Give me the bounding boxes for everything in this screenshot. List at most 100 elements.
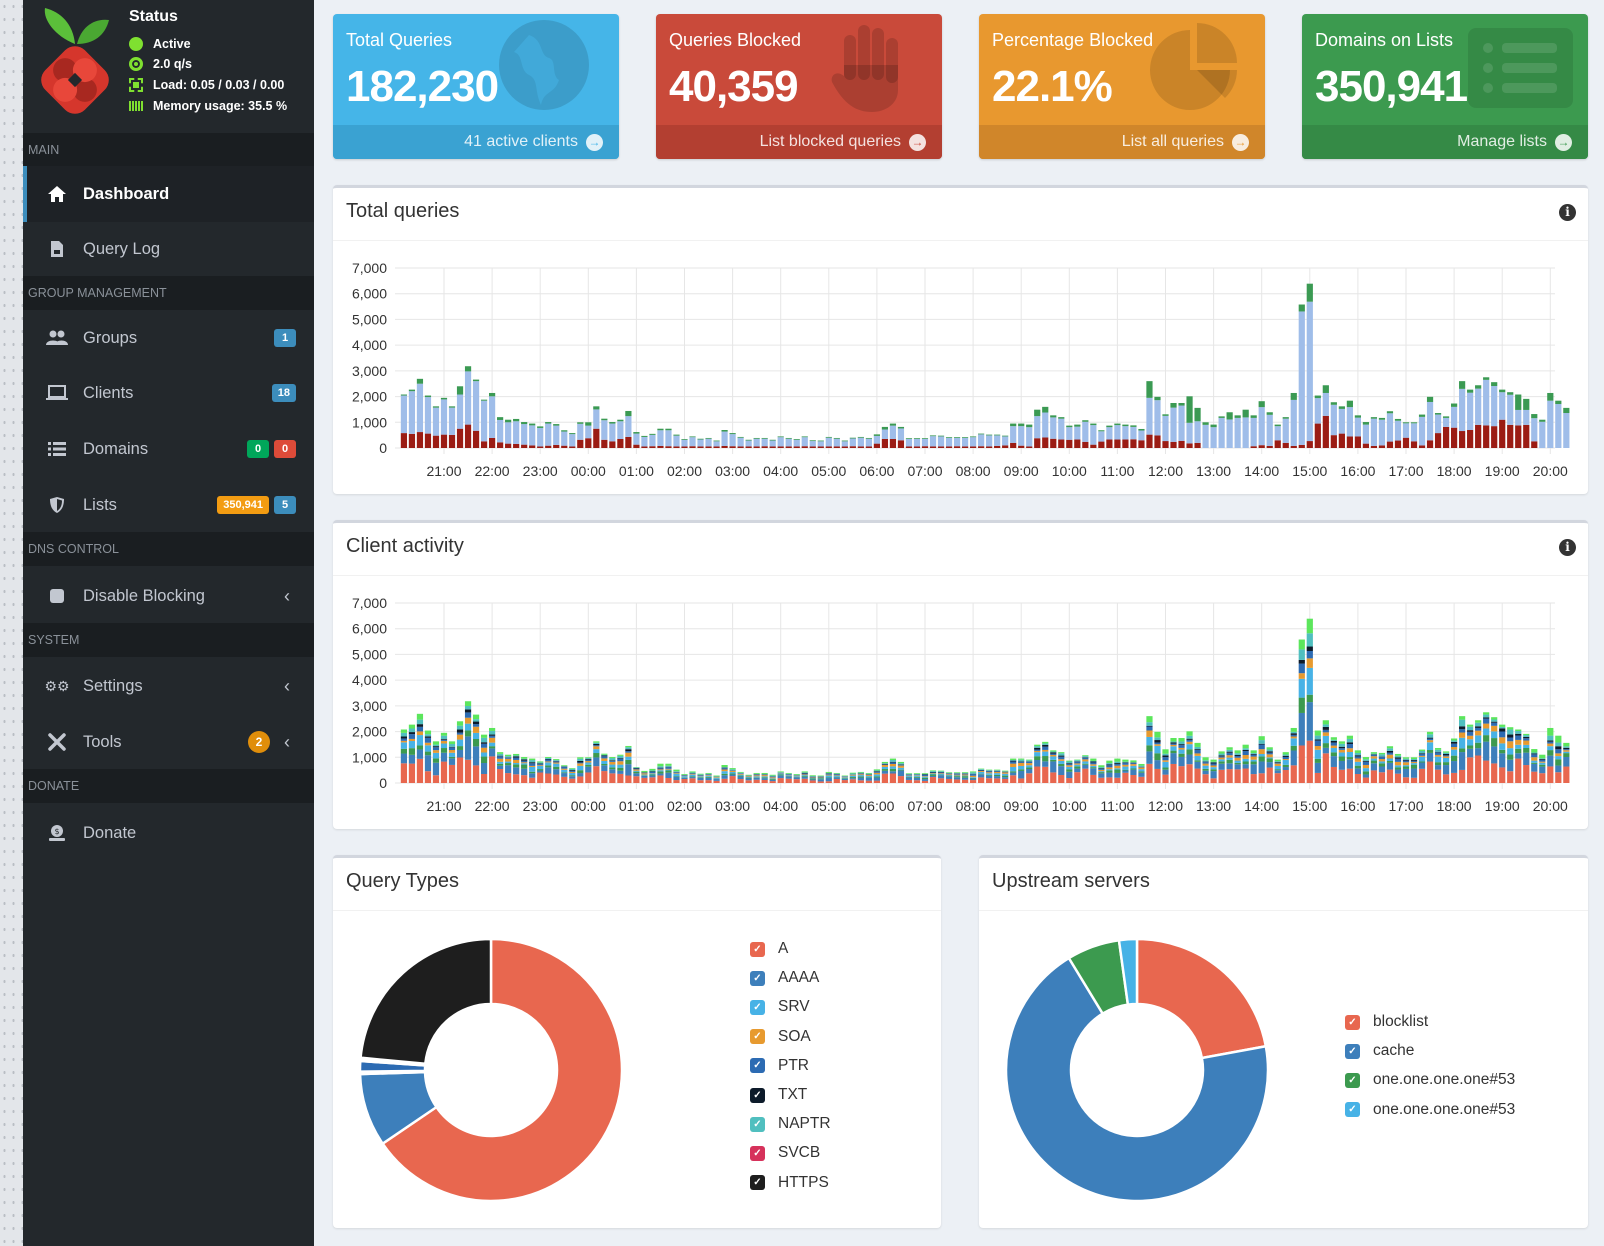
bar-segment-client-2[interactable] bbox=[432, 762, 440, 776]
bar-segment-client-3[interactable] bbox=[905, 776, 913, 778]
bar-segment-client-2[interactable] bbox=[1114, 772, 1121, 778]
bar-segment-client-8[interactable] bbox=[625, 747, 632, 750]
bar-segment-cached[interactable] bbox=[617, 419, 624, 422]
bar-segment-client-3[interactable] bbox=[1394, 767, 1402, 770]
bar-segment-client-1[interactable] bbox=[1418, 768, 1426, 783]
bar-segment-blocked[interactable] bbox=[713, 446, 720, 448]
bar-segment-forwarded[interactable] bbox=[737, 437, 744, 447]
bar-segment-client-3[interactable] bbox=[721, 773, 728, 776]
bar-segment-client-9[interactable] bbox=[1306, 618, 1313, 634]
bar-segment-client-2[interactable] bbox=[793, 777, 800, 780]
bar-segment-client-3[interactable] bbox=[1114, 769, 1121, 773]
bar-segment-client-7[interactable] bbox=[1154, 740, 1161, 743]
bar-segment-cached[interactable] bbox=[1082, 420, 1089, 422]
bar-segment-client-1[interactable] bbox=[1226, 769, 1233, 783]
bar-segment-client-5[interactable] bbox=[1547, 743, 1554, 747]
bar-segment-client-2[interactable] bbox=[1210, 771, 1217, 779]
bar-segment-client-2[interactable] bbox=[881, 770, 889, 774]
bar-segment-client-8[interactable] bbox=[1394, 755, 1402, 758]
bar-segment-client-2[interactable] bbox=[1138, 772, 1145, 777]
bar-segment-client-5[interactable] bbox=[1154, 744, 1161, 746]
bar-segment-client-2[interactable] bbox=[1258, 761, 1265, 774]
bar-segment-client-1[interactable] bbox=[745, 780, 752, 783]
bar-segment-client-7[interactable] bbox=[424, 736, 432, 738]
bar-segment-blocked[interactable] bbox=[1467, 430, 1474, 448]
bar-segment-client-3[interactable] bbox=[889, 768, 897, 772]
bar-segment-client-4[interactable] bbox=[986, 773, 993, 775]
bar-segment-client-3[interactable] bbox=[1451, 755, 1458, 762]
bar-segment-client-4[interactable] bbox=[416, 735, 424, 746]
bar-segment-client-2[interactable] bbox=[1066, 771, 1073, 779]
bar-segment-client-6[interactable] bbox=[1434, 752, 1442, 755]
bar-segment-blocked[interactable] bbox=[1434, 433, 1442, 448]
bar-segment-client-1[interactable] bbox=[625, 775, 632, 783]
bar-segment-client-4[interactable] bbox=[1451, 749, 1458, 756]
bar-segment-client-3[interactable] bbox=[1226, 759, 1233, 764]
bar-segment-client-1[interactable] bbox=[986, 778, 993, 783]
bar-segment-blocked[interactable] bbox=[593, 428, 600, 448]
bar-segment-client-8[interactable] bbox=[456, 725, 464, 730]
bar-segment-client-1[interactable] bbox=[1122, 772, 1129, 783]
bar-segment-blocked[interactable] bbox=[1354, 436, 1361, 448]
bar-segment-client-8[interactable] bbox=[1042, 743, 1049, 745]
bar-segment-client-3[interactable] bbox=[1378, 763, 1386, 767]
bar-segment-client-1[interactable] bbox=[970, 780, 977, 783]
bar-segment-forwarded[interactable] bbox=[569, 434, 576, 447]
bar-segment-blocked[interactable] bbox=[994, 445, 1001, 448]
bar-segment-client-4[interactable] bbox=[833, 775, 840, 777]
bar-segment-client-9[interactable] bbox=[681, 774, 688, 775]
bar-segment-client-8[interactable] bbox=[1234, 753, 1241, 755]
bar-segment-client-2[interactable] bbox=[929, 775, 937, 778]
bar-segment-forwarded[interactable] bbox=[553, 425, 560, 445]
bar-segment-client-6[interactable] bbox=[986, 771, 993, 773]
bar-segment-cached[interactable] bbox=[1338, 406, 1345, 409]
bar-segment-client-1[interactable] bbox=[1266, 767, 1273, 783]
bar-segment-client-2[interactable] bbox=[1370, 763, 1378, 771]
bar-segment-blocked[interactable] bbox=[1378, 445, 1386, 448]
bar-segment-client-5[interactable] bbox=[1138, 767, 1145, 770]
bar-segment-client-6[interactable] bbox=[1539, 759, 1546, 762]
bar-segment-client-7[interactable] bbox=[1451, 741, 1458, 744]
bar-segment-client-5[interactable] bbox=[1531, 757, 1538, 761]
bar-segment-blocked[interactable] bbox=[986, 446, 993, 448]
bar-segment-client-1[interactable] bbox=[1170, 763, 1177, 783]
bar-segment-client-8[interactable] bbox=[1386, 748, 1394, 751]
bar-segment-client-2[interactable] bbox=[1547, 755, 1554, 767]
bar-segment-client-1[interactable] bbox=[1499, 767, 1506, 783]
bar-segment-client-6[interactable] bbox=[1218, 756, 1225, 758]
bar-segment-client-1[interactable] bbox=[1202, 774, 1209, 783]
bar-segment-client-4[interactable] bbox=[1234, 760, 1241, 763]
bar-segment-client-1[interactable] bbox=[994, 778, 1001, 783]
bar-segment-client-2[interactable] bbox=[1074, 768, 1081, 773]
bar-segment-client-6[interactable] bbox=[1050, 753, 1057, 755]
bar-segment-client-6[interactable] bbox=[585, 759, 592, 762]
bar-segment-cached[interactable] bbox=[825, 436, 832, 438]
bar-segment-client-1[interactable] bbox=[489, 756, 496, 783]
bar-segment-client-2[interactable] bbox=[1002, 777, 1009, 779]
bar-segment-client-8[interactable] bbox=[1146, 722, 1153, 726]
bar-segment-client-1[interactable] bbox=[1338, 769, 1345, 783]
bar-segment-cached[interactable] bbox=[1274, 424, 1281, 427]
legend-item[interactable]: ✓ PTR bbox=[750, 1055, 809, 1077]
bar-segment-client-8[interactable] bbox=[1354, 752, 1361, 756]
bar-segment-client-8[interactable] bbox=[529, 760, 536, 763]
bar-segment-client-4[interactable] bbox=[1010, 767, 1017, 772]
bar-segment-client-6[interactable] bbox=[1402, 760, 1410, 763]
bar-segment-client-7[interactable] bbox=[1266, 751, 1273, 753]
bar-segment-client-5[interactable] bbox=[609, 761, 616, 765]
bar-segment-client-6[interactable] bbox=[609, 760, 616, 762]
bar-segment-client-6[interactable] bbox=[1194, 749, 1201, 754]
bar-segment-client-6[interactable] bbox=[1010, 761, 1017, 764]
bar-segment-blocked[interactable] bbox=[1098, 441, 1105, 448]
bar-segment-client-5[interactable] bbox=[873, 772, 880, 775]
bar-segment-client-2[interactable] bbox=[721, 775, 728, 779]
bar-segment-client-7[interactable] bbox=[617, 758, 624, 759]
bar-segment-client-8[interactable] bbox=[472, 719, 480, 722]
bar-segment-client-8[interactable] bbox=[1402, 758, 1410, 760]
bar-segment-cached[interactable] bbox=[1130, 425, 1137, 427]
bar-segment-cached[interactable] bbox=[1426, 396, 1434, 402]
card-footer-link[interactable]: List blocked queries → bbox=[656, 125, 942, 159]
bar-segment-client-6[interactable] bbox=[1018, 762, 1025, 764]
bar-segment-client-6[interactable] bbox=[1114, 764, 1121, 766]
bar-segment-forwarded[interactable] bbox=[1306, 301, 1313, 442]
